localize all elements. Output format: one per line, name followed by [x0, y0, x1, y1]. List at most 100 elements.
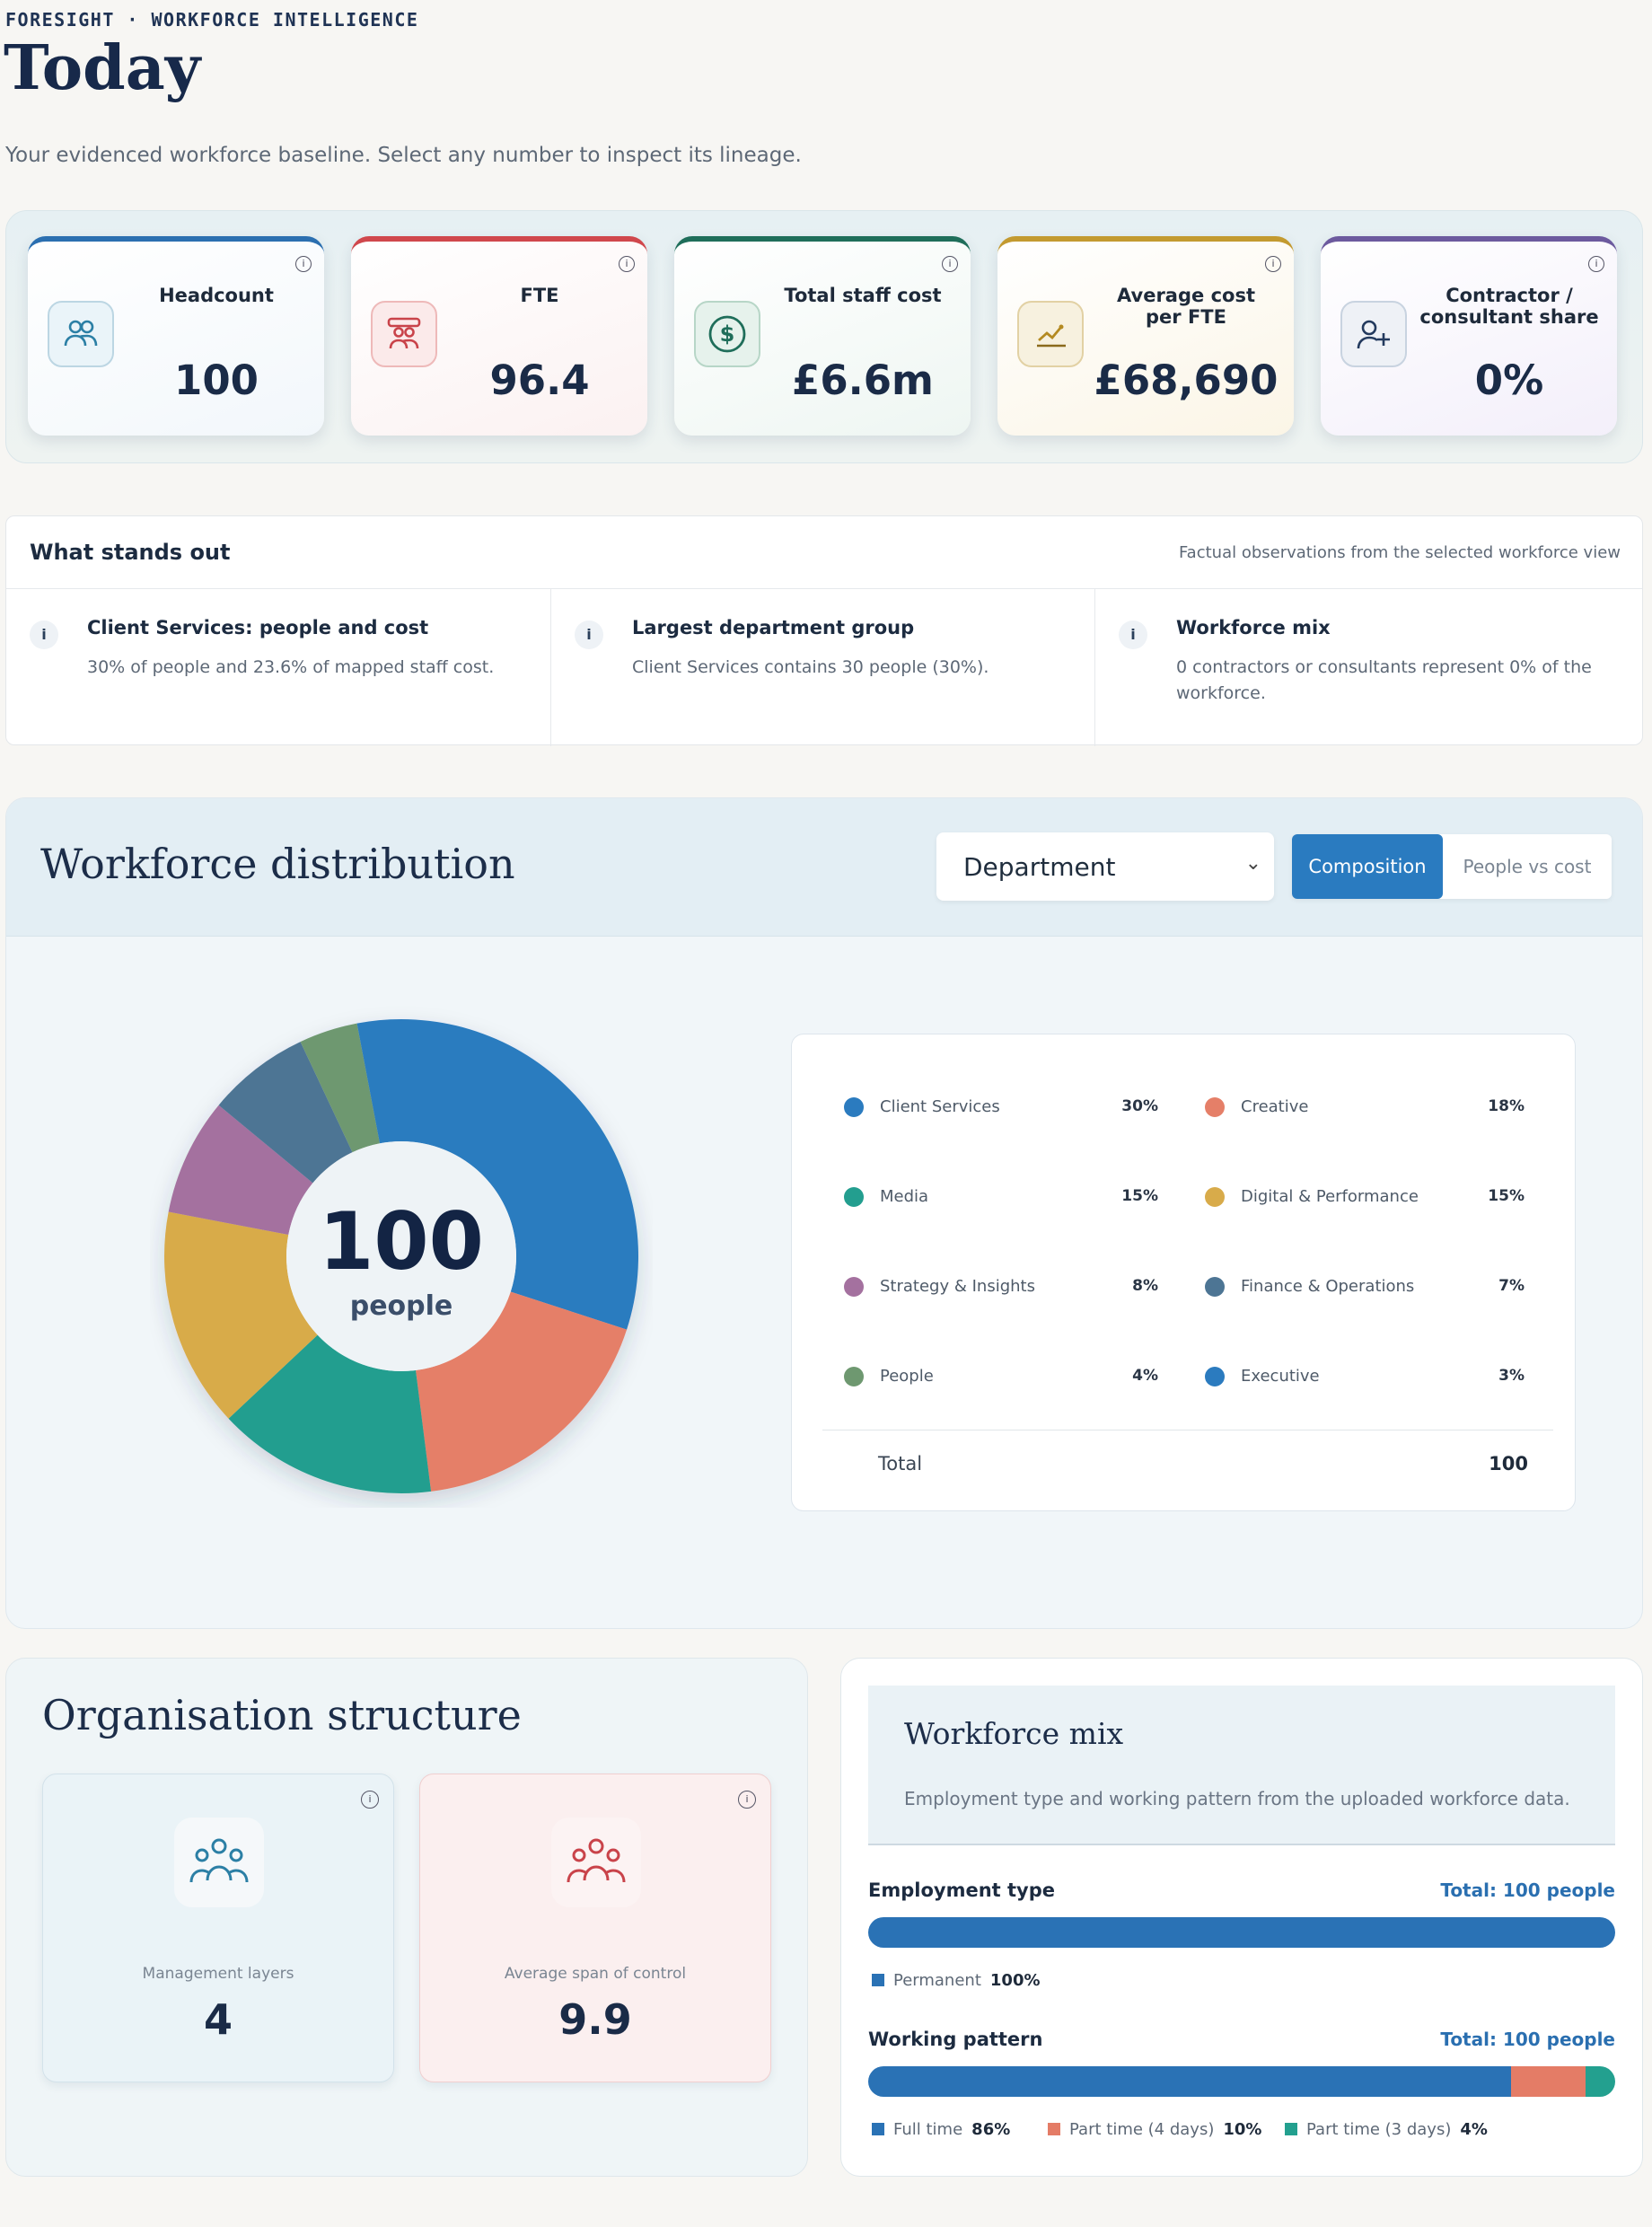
- legend-pct: 15%: [1488, 1187, 1525, 1205]
- legend-name: Full time: [893, 2120, 963, 2139]
- legend-item[interactable]: Creative 18%: [1205, 1092, 1525, 1119]
- legend-name: Executive: [1241, 1367, 1320, 1386]
- legend-dot: [1205, 1187, 1225, 1207]
- toggle-people-vs-cost[interactable]: People vs cost: [1463, 856, 1592, 877]
- legend-item[interactable]: Media 15%: [844, 1182, 1158, 1209]
- info-icon: i: [30, 621, 58, 649]
- donut-slice-client-services[interactable]: [401, 1019, 638, 1330]
- observation-card[interactable]: i Workforce mix 0 contractors or consult…: [1094, 588, 1639, 746]
- donut-slice-media[interactable]: [228, 1334, 432, 1493]
- section-title: Workforce mix: [904, 1716, 1124, 1751]
- legend-item-full-time: Full time 86%: [872, 2120, 1010, 2139]
- section-note: Factual observations from the selected w…: [1178, 543, 1621, 562]
- legend-pct: 10%: [1223, 2120, 1262, 2139]
- people-icon: [551, 1818, 641, 1907]
- legend-name: Media: [880, 1187, 929, 1206]
- management-layers-card[interactable]: i Management layers 4: [42, 1774, 394, 2082]
- bar-segment-part-time-4-days[interactable]: [1510, 2066, 1586, 2097]
- kpi-value[interactable]: 0%: [1474, 356, 1544, 404]
- info-icon[interactable]: i: [1265, 256, 1281, 272]
- kpi-value[interactable]: 100: [174, 356, 259, 404]
- legend-pct: 3%: [1498, 1367, 1525, 1385]
- section-title: Workforce distribution: [40, 840, 515, 888]
- bar-segment-full-time[interactable]: [868, 2066, 1511, 2097]
- legend-name: Finance & Operations: [1241, 1277, 1415, 1296]
- people-icon: [48, 301, 114, 367]
- working-pattern-bar[interactable]: [868, 2066, 1615, 2097]
- legend-item[interactable]: People 4%: [844, 1361, 1158, 1388]
- span-of-control-card[interactable]: i Average span of control 9.9: [419, 1774, 771, 2082]
- card-value[interactable]: 9.9: [558, 1995, 632, 2044]
- legend-item[interactable]: Digital & Performance 15%: [1205, 1182, 1525, 1209]
- legend-item[interactable]: Client Services 30%: [844, 1092, 1158, 1119]
- section-title: What stands out: [30, 540, 231, 565]
- donut-slice-finance-operations[interactable]: [218, 1042, 353, 1184]
- observation-title: Workforce mix: [1176, 617, 1331, 638]
- info-icon[interactable]: i: [942, 256, 958, 272]
- legend-name: Permanent: [893, 1971, 981, 1990]
- donut-slice-executive[interactable]: [356, 1019, 401, 1144]
- info-icon[interactable]: i: [361, 1791, 379, 1809]
- kpi-label: Contractor / consultant share: [1419, 285, 1599, 328]
- svg-text:$: $: [720, 321, 735, 347]
- workforce-mix-panel: Workforce mix Employment type and workin…: [840, 1658, 1643, 2177]
- employment-total: Total: 100 people: [1440, 1879, 1615, 1901]
- dropdown-value: Department: [963, 852, 1116, 882]
- legend-pct: 4%: [1132, 1367, 1158, 1385]
- observation-card[interactable]: i Client Services: people and cost 30% o…: [6, 588, 550, 746]
- eyebrow: FORESIGHT · WORKFORCE INTELLIGENCE: [5, 9, 419, 31]
- legend-swatch: [872, 2123, 884, 2135]
- donut-slice-digital-performance[interactable]: [164, 1211, 318, 1419]
- legend-pct: 30%: [1121, 1097, 1158, 1115]
- legend-item-part-time-4: Part time (4 days) 10%: [1048, 2120, 1261, 2139]
- info-icon[interactable]: i: [738, 1791, 756, 1809]
- card-value[interactable]: 4: [203, 1995, 233, 2044]
- page-title: Today: [4, 32, 201, 104]
- view-toggle: Composition People vs cost: [1292, 834, 1612, 899]
- info-icon[interactable]: i: [619, 256, 635, 272]
- legend-dot: [844, 1367, 864, 1386]
- kpi-card-average-cost[interactable]: i Average cost per FTE £68,690: [997, 236, 1294, 436]
- kpi-value[interactable]: £68,690: [1094, 356, 1279, 404]
- dimension-dropdown[interactable]: Department ⌄: [936, 832, 1274, 901]
- donut-slice-people[interactable]: [300, 1023, 381, 1153]
- card-label: Average span of control: [504, 1965, 687, 1983]
- donut-slice-strategy-insights[interactable]: [168, 1105, 313, 1236]
- organisation-structure-panel: Organisation structure i Management laye…: [5, 1658, 808, 2177]
- employment-type-label: Employment type: [868, 1879, 1056, 1901]
- info-icon[interactable]: i: [1588, 256, 1604, 272]
- kpi-card-contractor-share[interactable]: i Contractor / consultant share 0%: [1321, 236, 1617, 436]
- working-pattern-total: Total: 100 people: [1440, 2029, 1615, 2050]
- legend-pct: 86%: [971, 2120, 1011, 2139]
- kpi-card-total-staff-cost[interactable]: i $ Total staff cost £6.6m: [674, 236, 971, 436]
- legend-item[interactable]: Executive 3%: [1205, 1361, 1525, 1388]
- kpi-value[interactable]: £6.6m: [792, 356, 934, 404]
- bar-segment-part-time-3-days[interactable]: [1585, 2066, 1615, 2097]
- legend-dot: [1205, 1367, 1225, 1386]
- employment-type-bar[interactable]: [868, 1917, 1615, 1948]
- observation-desc: 30% of people and 23.6% of mapped staff …: [87, 657, 495, 677]
- observation-card[interactable]: i Largest department group Client Servic…: [550, 588, 1094, 746]
- kpi-card-headcount[interactable]: i Headcount 100: [28, 236, 324, 436]
- legend-item[interactable]: Strategy & Insights 8%: [844, 1272, 1158, 1298]
- toggle-composition[interactable]: Composition: [1292, 834, 1443, 899]
- legend-item[interactable]: Finance & Operations 7%: [1205, 1272, 1525, 1298]
- donut-slice-creative[interactable]: [416, 1291, 628, 1492]
- kpi-card-fte[interactable]: i FTE 96.4: [351, 236, 647, 436]
- people-badge-icon: [371, 301, 437, 367]
- legend-name: Client Services: [880, 1097, 1000, 1116]
- info-icon[interactable]: i: [295, 256, 312, 272]
- what-stands-out-panel: What stands out Factual observations fro…: [5, 515, 1643, 746]
- kpi-label: FTE: [520, 285, 559, 306]
- legend-name: Digital & Performance: [1241, 1187, 1419, 1206]
- observation-title: Largest department group: [632, 617, 915, 638]
- bar-segment-permanent[interactable]: [868, 1917, 1615, 1948]
- kpi-value[interactable]: 96.4: [489, 356, 590, 404]
- observation-title: Client Services: people and cost: [87, 617, 429, 638]
- legend-total-value: 100: [1489, 1453, 1528, 1474]
- section-title: Organisation structure: [42, 1691, 522, 1739]
- legend-pct: 100%: [989, 1971, 1041, 1990]
- legend-swatch: [872, 1974, 884, 1986]
- donut-center-value[interactable]: 100: [319, 1195, 484, 1288]
- divider: [6, 588, 1642, 589]
